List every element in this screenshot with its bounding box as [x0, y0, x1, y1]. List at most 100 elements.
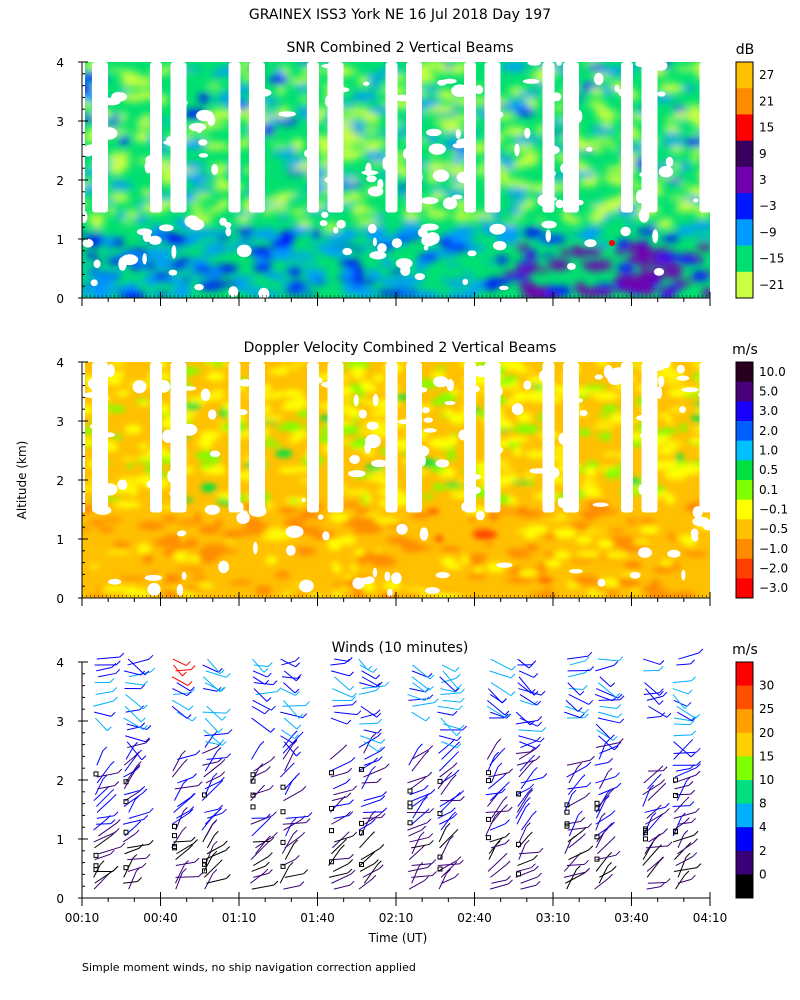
wind-barb — [410, 779, 423, 790]
wind-barb-flag — [270, 727, 276, 733]
field-cell — [444, 482, 462, 486]
colorbar-label: 9 — [759, 147, 767, 161]
field-cell — [626, 517, 637, 525]
wind-barb — [442, 699, 461, 703]
calm-marker — [123, 829, 129, 835]
wind-barb — [93, 700, 114, 707]
wind-barb — [123, 670, 141, 676]
wind-barb-flag — [532, 767, 538, 772]
wind-barb-flag — [424, 687, 430, 693]
field-cell — [275, 68, 284, 78]
colorbar-label: −15 — [759, 252, 784, 266]
field-cell — [433, 118, 459, 125]
field-cell — [219, 267, 229, 274]
field-cell — [275, 449, 293, 458]
data-gap — [366, 175, 377, 183]
data-gap — [652, 229, 659, 244]
data-gap — [236, 511, 250, 525]
data-gap — [421, 407, 430, 414]
field-cell — [532, 383, 541, 390]
wind-barb — [520, 884, 537, 890]
wind-barb-flag — [571, 789, 577, 795]
wind-barb-flag — [346, 719, 352, 725]
wind-barb — [412, 800, 424, 819]
wind-barb-flag — [379, 844, 385, 849]
wind-barb — [490, 682, 512, 697]
wind-barb — [520, 777, 544, 784]
wind-barb-flag — [535, 743, 541, 749]
wind-barb-flag — [375, 674, 381, 680]
wind-barb-flag — [265, 813, 271, 819]
field-cell — [119, 284, 129, 293]
field-cell — [453, 226, 478, 235]
data-gap — [444, 400, 456, 406]
wind-barb — [331, 670, 350, 677]
field-cell — [565, 216, 582, 224]
field-cell — [113, 179, 122, 188]
wind-barb — [284, 843, 295, 860]
data-gap — [236, 244, 252, 258]
wind-barb-flag — [542, 773, 548, 778]
wind-barb — [569, 660, 586, 666]
wind-barb-flag — [182, 868, 187, 873]
field-cell — [124, 210, 139, 217]
wind-barb — [123, 768, 137, 790]
wind-barb — [328, 872, 349, 878]
wind-barb-flag — [263, 868, 269, 874]
wind-barb-flag — [344, 831, 350, 837]
wind-barb-flag — [225, 708, 231, 714]
data-gap — [299, 579, 314, 593]
y-tick-label: 0 — [56, 292, 64, 306]
wind-barb-flag — [659, 691, 664, 696]
calm-marker — [93, 852, 99, 858]
calm-marker — [437, 778, 443, 784]
wind-barb-flag — [342, 744, 348, 750]
wind-barb-flag — [295, 854, 300, 860]
wind-barb — [358, 690, 377, 695]
wind-barb-flag — [649, 784, 655, 790]
field-cell — [522, 264, 533, 269]
wind-barb-flag — [219, 739, 225, 745]
wind-barb-flag — [610, 836, 616, 841]
field-cell — [254, 256, 266, 264]
wind-barb — [285, 815, 309, 819]
data-gap-column — [406, 62, 422, 213]
wind-barb — [518, 748, 536, 760]
data-gap — [208, 409, 217, 420]
field-cell — [199, 462, 212, 469]
field-cell — [376, 289, 400, 297]
data-gap — [369, 251, 387, 260]
calm-marker — [673, 792, 678, 798]
wind-barb — [672, 694, 685, 709]
wind-barb — [646, 716, 661, 719]
field-cell — [279, 405, 304, 411]
field-cell — [496, 467, 515, 471]
data-gap — [188, 218, 205, 231]
calm-marker — [359, 766, 364, 772]
y-tick-label: 2 — [56, 474, 64, 488]
wind-barb — [486, 699, 506, 716]
wind-barb — [127, 843, 150, 849]
field-cell — [596, 362, 609, 366]
field-cell — [591, 137, 615, 144]
wind-barb-flag — [114, 781, 120, 786]
colorbar-label: 25 — [759, 702, 774, 716]
field-cell — [361, 139, 388, 148]
field-cell — [671, 591, 696, 598]
wind-barb-flag — [585, 792, 591, 798]
wind-barb-flag — [375, 682, 381, 688]
data-gap — [194, 283, 204, 291]
field-cell — [530, 592, 538, 596]
wind-barb — [94, 711, 112, 717]
wind-barb — [519, 717, 538, 727]
colorbar-swatch — [736, 874, 753, 899]
wind-barb — [363, 767, 386, 778]
wind-barb — [486, 705, 507, 719]
wind-barb — [250, 788, 261, 801]
wind-barb-flag — [188, 705, 194, 711]
field-cell — [524, 289, 552, 298]
wind-barb-flag — [455, 741, 460, 747]
data-gap — [676, 375, 690, 381]
wind-barb-flag — [218, 779, 224, 785]
wind-barb — [330, 662, 346, 666]
